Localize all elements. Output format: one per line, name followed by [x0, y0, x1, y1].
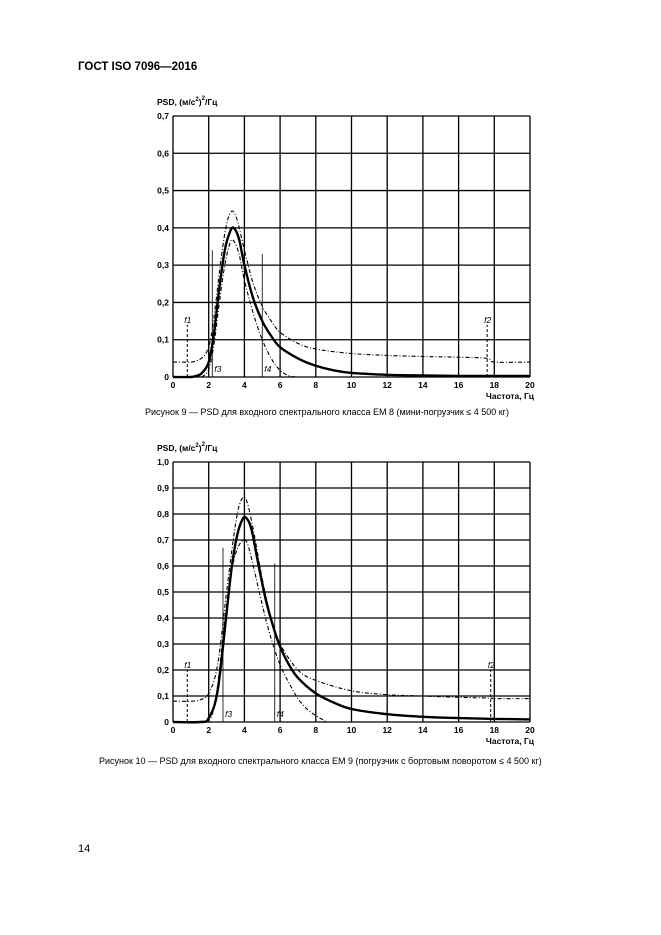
y-label-paren: ): [199, 443, 202, 453]
fig10-marker-f1-label: f1: [184, 660, 191, 670]
fig9-y-axis-label: PSD, (м/с2)2/Гц: [157, 96, 218, 107]
fig10-x-tick-label: 16: [454, 725, 464, 735]
fig10-y-tick-label: 1,0: [157, 457, 169, 467]
fig9-series-psd: [172, 226, 530, 379]
fig10-x-tick-label: 0: [171, 725, 176, 735]
fig10-marker-f2-label: f2: [488, 660, 495, 670]
fig9-marker-f4-label: f4: [264, 364, 271, 374]
fig9-y-tick-label: 0: [164, 372, 169, 382]
fig10-marker-f3-label: f3: [225, 709, 232, 719]
fig10-series-psd: [172, 515, 531, 724]
fig10-y-tick-label: 0,4: [157, 613, 169, 623]
fig10-y-tick-label: 0,3: [157, 639, 169, 649]
fig9-x-tick-label: 18: [490, 380, 500, 390]
fig10-y-tick-label: 0,1: [157, 691, 169, 701]
fig10-y-axis-label: PSD, (м/с2)2/Гц: [157, 442, 218, 453]
fig9-x-tick-label: 20: [525, 380, 535, 390]
fig9-x-tick-label: 12: [382, 380, 392, 390]
fig9-x-tick-label: 4: [242, 380, 247, 390]
fig10-x-axis-label: Частота, Гц: [486, 736, 535, 746]
fig10-x-tick-label: 4: [242, 725, 247, 735]
fig10-x-tick-label: 14: [418, 725, 428, 735]
fig9-x-axis-label: Частота, Гц: [486, 391, 535, 401]
fig9-x-tick-label: 16: [454, 380, 464, 390]
fig9-x-tick-label: 6: [278, 380, 283, 390]
figure-10-caption: Рисунок 10 — PSD для входного спектральн…: [99, 756, 542, 766]
y-label-base: PSD, (м/с: [157, 443, 196, 453]
fig10-y-tick-label: 0,2: [157, 665, 169, 675]
fig10-y-tick-label: 0,5: [157, 587, 169, 597]
y-label-sup: 2: [195, 97, 199, 103]
fig10-x-tick-label: 2: [206, 725, 211, 735]
fig10-y-tick-label: 0,7: [157, 535, 169, 545]
fig9-y-tick-label: 0,2: [157, 297, 169, 307]
fig9-x-tick-label: 0: [171, 380, 176, 390]
fig10-y-tick-label: 0,8: [157, 509, 169, 519]
fig9-x-tick-label: 14: [418, 380, 428, 390]
fig9-marker-f1-label: f1: [184, 315, 191, 325]
fig9-y-tick-label: 0,4: [157, 223, 169, 233]
fig10-x-tick-label: 6: [278, 725, 283, 735]
fig9-y-tick-label: 0,5: [157, 186, 169, 196]
fig10-series-lower_tolerance: [206, 539, 327, 723]
y-label-base: PSD, (м/с: [157, 97, 196, 107]
fig10-chart: 0 2 4 6 8 10 12 14 16 18 20 0 0,1 0,2 0,3 0,4 0,5 0,6 0,7 0…: [157, 442, 535, 746]
fig9-marker-f3-label: f3: [214, 364, 221, 374]
fig9-y-tick-label: 0,3: [157, 260, 169, 270]
fig10-y-tick-label: 0: [164, 717, 169, 727]
y-label-sup: 2: [195, 443, 199, 449]
fig9-y-tick-label: 0,1: [157, 335, 169, 345]
fig9-y-tick-label: 0,6: [157, 148, 169, 158]
fig9-marker-f2-label: f2: [484, 315, 491, 325]
fig10-marker-f4-label: f4: [277, 709, 284, 719]
fig9-x-tick-label: 10: [347, 380, 357, 390]
fig9-chart: 0 2 4 6 8 10 12 14 16 18 20 0 0,1 0,2 0,3 0,4 0,5 0,6 0,7 P…: [157, 96, 535, 401]
document-header: ГОСТ ISO 7096—2016: [78, 61, 198, 73]
y-label-paren: ): [199, 97, 202, 107]
fig10-x-tick-label: 10: [347, 725, 357, 735]
fig9-y-tick-label: 0,7: [157, 111, 169, 121]
fig9-x-tick-label: 2: [206, 380, 211, 390]
fig10-series-upper_tolerance: [172, 496, 531, 702]
fig10-x-tick-label: 8: [313, 725, 318, 735]
fig10-x-tick-label: 18: [490, 725, 500, 735]
page-number: 14: [78, 843, 91, 855]
fig9-series-upper_tolerance: [173, 210, 531, 363]
y-label-sup2: 2: [202, 96, 206, 102]
figure-9-caption: Рисунок 9 — PSD для входного спектрально…: [145, 407, 509, 417]
fig9-series-lower_tolerance: [201, 239, 298, 378]
y-label-sup2: 2: [202, 442, 206, 448]
fig10-x-tick-label: 20: [525, 725, 535, 735]
y-label-unit: /Гц: [205, 97, 218, 107]
fig10-y-tick-label: 0,9: [157, 483, 169, 493]
fig9-x-tick-label: 8: [313, 380, 318, 390]
fig10-x-tick-label: 12: [382, 725, 392, 735]
fig10-y-tick-label: 0,6: [157, 561, 169, 571]
y-label-unit: /Гц: [205, 443, 218, 453]
